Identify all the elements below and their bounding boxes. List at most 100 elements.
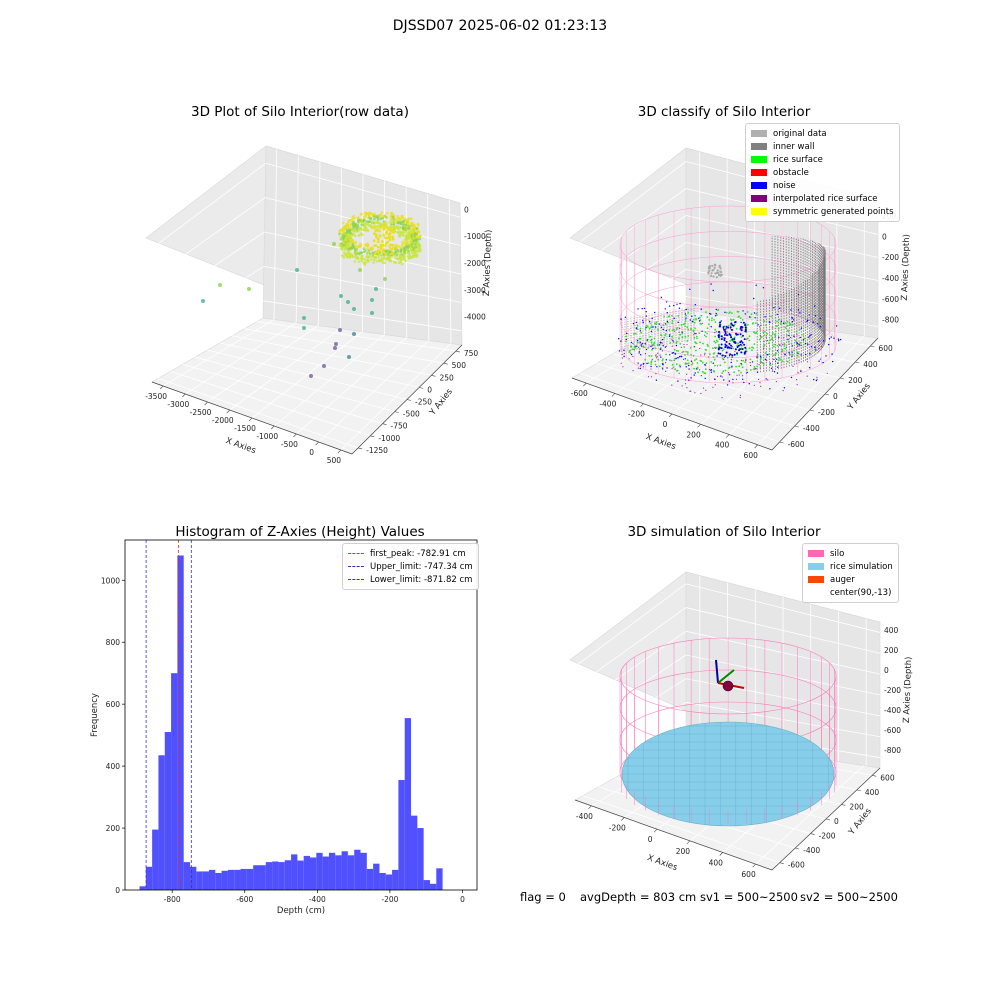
p2-noise-point [677, 321, 679, 323]
p1-z-tick-label: -1000 [464, 232, 486, 241]
p2-rice-surface-point [704, 352, 706, 355]
p2-noise-point [668, 305, 671, 307]
p2-rice-surface-point [680, 323, 683, 326]
p2-noise-point [673, 304, 675, 307]
p2-noise-point [665, 301, 668, 303]
legend-entry-rice-surface: rice surface [751, 153, 894, 166]
p2-noise-cluster [730, 322, 733, 325]
p2-interpolated-point [796, 384, 798, 386]
p1-point-ring [352, 224, 355, 227]
p1-point-ring [367, 214, 371, 217]
p2-rice-surface-point [655, 321, 658, 324]
p2-rice-surface-point [702, 342, 704, 345]
p1-point-center [376, 237, 380, 241]
p2-interpolated-point [732, 382, 734, 384]
p4-gridline-y [582, 795, 780, 864]
p2-rice-surface-point [783, 345, 786, 347]
p2-noise-point [669, 354, 671, 356]
p1-point-ring [384, 214, 387, 218]
p2-noise-point [725, 329, 727, 331]
p2-noise-point [759, 356, 762, 358]
p1-point-ring [414, 238, 418, 241]
p1-point-ring [397, 221, 400, 224]
p2-noise-cluster [734, 348, 737, 351]
p2-rice-surface-point [676, 340, 678, 343]
p2-rice-surface-point [753, 343, 756, 345]
p2-interpolated-point [694, 392, 696, 394]
p2-rice-surface-point [710, 319, 713, 322]
p2-y-tick [870, 345, 875, 348]
p2-noise-point [839, 338, 842, 341]
p2-rice-surface-point [768, 348, 771, 350]
p2-x-tick-label: 200 [686, 430, 701, 439]
p1-point-ring [397, 227, 400, 231]
p1-point-ring [406, 221, 410, 224]
p1-x-tick [293, 433, 297, 438]
p1-point-ring [351, 232, 355, 236]
p1-point-ring [373, 214, 376, 218]
p4-gridline-z [573, 678, 687, 751]
p1-point-ring [402, 233, 405, 237]
p2-y-tick [779, 441, 784, 444]
p2-rice-surface-point [647, 347, 650, 349]
p1-y-tick [431, 374, 436, 377]
p2-noise-cluster [730, 328, 733, 331]
p2-noise-point [814, 315, 817, 317]
p1-point-ring [412, 244, 415, 248]
p1-point-scatter [370, 311, 374, 315]
p2-noise-point [802, 339, 805, 341]
p2-noise-point [782, 322, 785, 324]
p2-noise-cluster [739, 333, 742, 336]
p2-interpolated-point [723, 356, 726, 358]
p2-rice-surface-point [752, 322, 754, 325]
p3-histogram-bar [373, 863, 380, 890]
p2-rice-surface-point [638, 348, 641, 350]
p2-gridline-y [628, 343, 826, 395]
p2-interpolated-point [816, 376, 818, 378]
p2-rice-surface-point [714, 328, 717, 331]
p1-point-ring [344, 252, 347, 255]
p2-noise-point [639, 341, 641, 344]
p2-interpolated-point [806, 358, 808, 360]
p2-rice-surface-point [762, 345, 765, 347]
p2-interpolated-point [765, 336, 767, 338]
p2-interpolated-point [754, 367, 756, 369]
p1-point-ring [379, 222, 382, 225]
p2-noise-point [665, 329, 667, 332]
p1-point-ring [376, 218, 380, 222]
p1-point-ring [348, 254, 352, 257]
p2-x-tick [611, 393, 616, 397]
p4-y-tick-label: -600 [788, 861, 805, 870]
p1-x-tick-label: 500 [327, 456, 342, 465]
p2-rice-surface-point [686, 351, 689, 353]
p1-point-center [392, 230, 395, 234]
p1-point-ring [406, 243, 409, 246]
p1-point-center [381, 248, 385, 252]
p1-point-ring [360, 223, 364, 226]
p2-noise-point [646, 339, 649, 341]
p2-rice-surface-point [673, 348, 676, 351]
p2-noise-cluster [718, 331, 720, 333]
p1-point-center [373, 232, 376, 236]
p2-rice-surface-point [693, 321, 696, 324]
p2-interpolated-point [716, 365, 719, 367]
p2-noise-point [635, 327, 638, 329]
p4-x-tick-label: 400 [709, 859, 724, 868]
p2-rice-surface-point [714, 321, 717, 323]
p2-rice-surface-point [705, 311, 707, 314]
p2-noise-point [679, 302, 681, 305]
p2-interpolated-point [673, 341, 675, 343]
p1-point-ring [404, 231, 408, 234]
p1-y-tick-label: 0 [427, 385, 432, 394]
p1-point-ring [400, 245, 404, 249]
p2-noise-cluster [725, 325, 728, 328]
p1-point-ring [410, 235, 414, 238]
p2-interpolated-point [796, 334, 798, 336]
p2-noise-point [659, 348, 662, 350]
p2-noise-point [694, 304, 696, 306]
p2-z-tick-label: -800 [882, 316, 899, 325]
p2-rice-surface-point [681, 336, 684, 338]
p4-y-tick-label: 0 [834, 817, 839, 826]
p2-noise-point [806, 321, 808, 323]
